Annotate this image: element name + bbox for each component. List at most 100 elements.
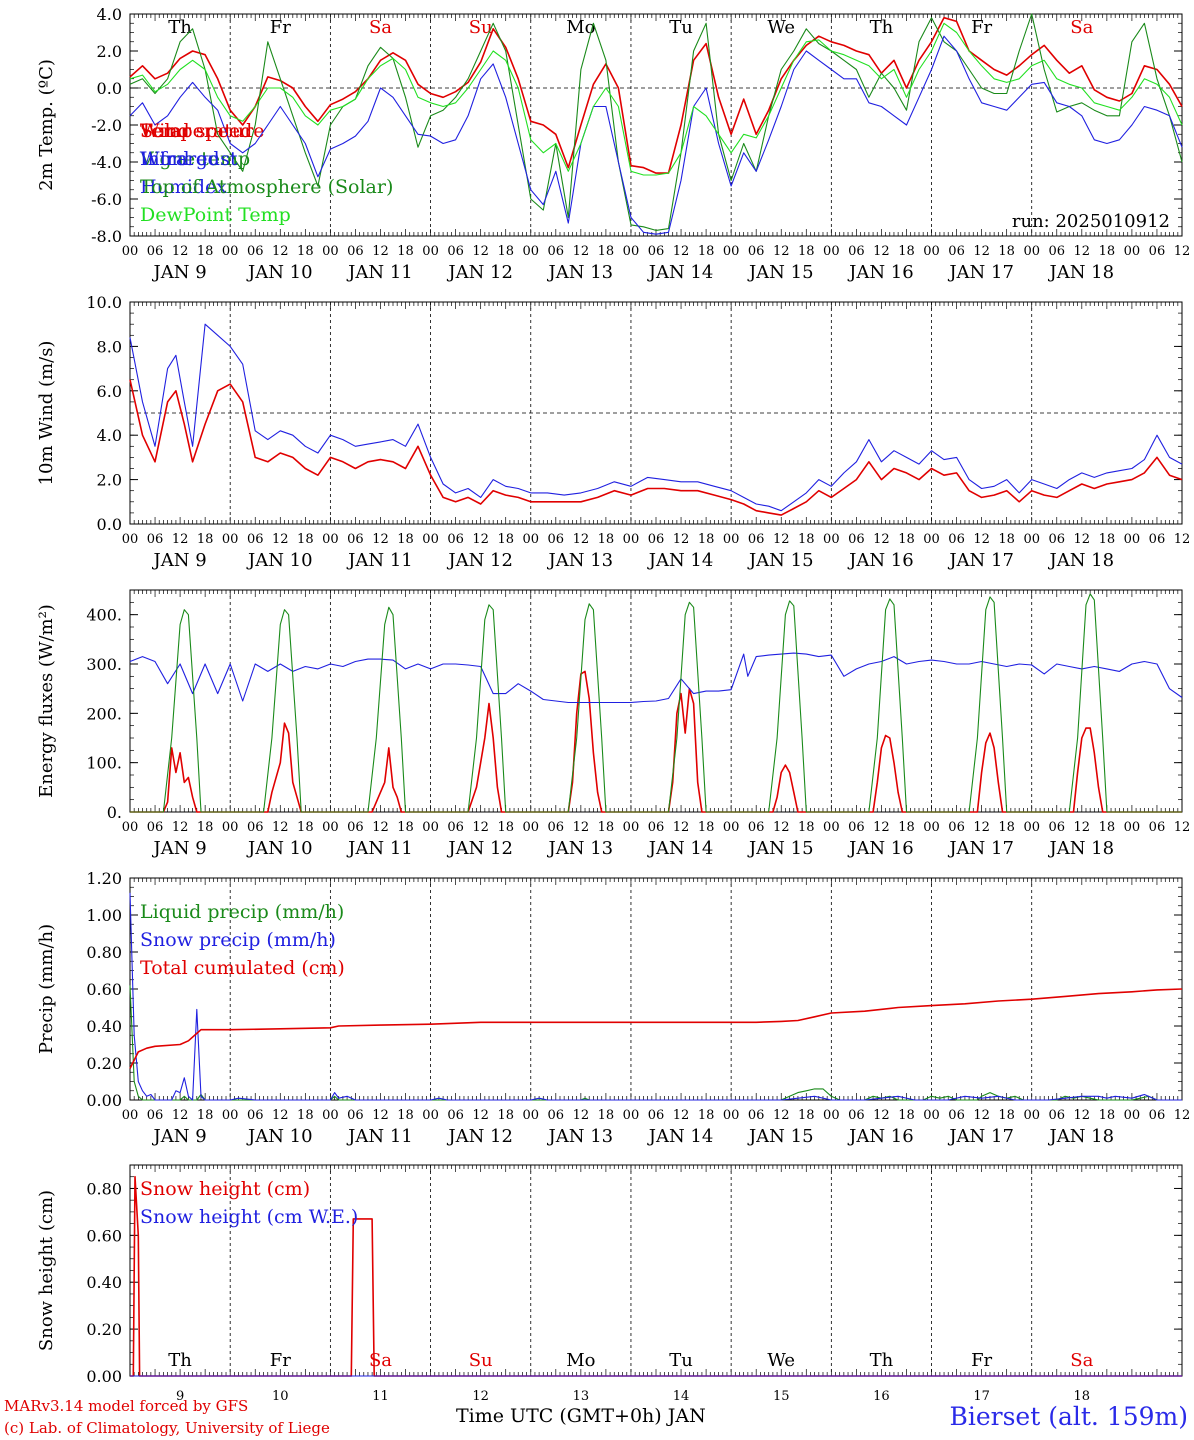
legend-entry: Wind speed bbox=[140, 120, 252, 142]
hour-label: 18 bbox=[898, 820, 915, 835]
date-label: JAN 9 bbox=[152, 550, 207, 571]
date-label: JAN 12 bbox=[446, 1126, 513, 1147]
hour-label: 00 bbox=[1023, 820, 1040, 835]
hour-label: 12 bbox=[172, 532, 189, 547]
hour-label: 06 bbox=[1149, 1108, 1166, 1123]
hour-label: 18 bbox=[397, 1108, 414, 1123]
hour-label: 06 bbox=[748, 244, 765, 259]
date-label: JAN 14 bbox=[647, 262, 714, 283]
panel-snow: 0.00 0.20 0.40 0.60 0.80 Snow height (cm) Th 9 F… bbox=[36, 1164, 1183, 1404]
hour-label: 18 bbox=[497, 1108, 514, 1123]
date-label: JAN 13 bbox=[547, 1126, 614, 1147]
y-tick-label: 400. bbox=[86, 606, 122, 625]
hour-label: 00 bbox=[422, 1108, 439, 1123]
hour-label: 12 bbox=[172, 820, 189, 835]
hour-label: 06 bbox=[147, 532, 164, 547]
y-tick-label: 0.60 bbox=[86, 980, 122, 999]
hour-label: 06 bbox=[748, 1108, 765, 1123]
weekday-label: Sa bbox=[1070, 1350, 1093, 1371]
hour-label: 00 bbox=[1124, 244, 1141, 259]
y-tick-label: 6.0 bbox=[97, 382, 122, 401]
day-number-label: 16 bbox=[873, 1389, 890, 1404]
hour-label: 00 bbox=[823, 244, 840, 259]
hour-label: 12 bbox=[472, 244, 489, 259]
hour-label: 00 bbox=[222, 1108, 239, 1123]
series-snow-precip-mm-h bbox=[129, 892, 1182, 1101]
hour-label: 06 bbox=[1048, 1108, 1065, 1123]
weekday-label: Th bbox=[168, 17, 192, 38]
y-tick-label: 8.0 bbox=[97, 337, 122, 356]
weekday-label: Fr bbox=[971, 17, 992, 38]
date-label: JAN 17 bbox=[947, 262, 1014, 283]
hour-label: 18 bbox=[598, 532, 615, 547]
series-wind-speed bbox=[129, 379, 1183, 516]
hour-label: 12 bbox=[372, 1108, 389, 1123]
hour-label: 18 bbox=[798, 532, 815, 547]
hour-label: 12 bbox=[573, 1108, 590, 1123]
date-label: JAN 18 bbox=[1048, 1126, 1115, 1147]
hour-label: 12 bbox=[773, 532, 790, 547]
series-liquid-precip-mm-h bbox=[129, 985, 1182, 1101]
hour-label: 00 bbox=[1124, 532, 1141, 547]
series-humidex bbox=[129, 35, 1183, 235]
weekday-label: Fr bbox=[270, 1350, 291, 1371]
hour-label: 00 bbox=[1023, 244, 1040, 259]
hour-label: 18 bbox=[297, 532, 314, 547]
date-label: JAN 17 bbox=[947, 1126, 1014, 1147]
weekday-label: Sa bbox=[369, 1350, 392, 1371]
date-label: JAN 15 bbox=[747, 1126, 814, 1147]
day-number-label: 12 bbox=[472, 1389, 489, 1404]
hour-label: 18 bbox=[1099, 1108, 1116, 1123]
date-label: JAN 15 bbox=[747, 550, 814, 571]
date-label: JAN 14 bbox=[647, 550, 714, 571]
panel-wind: 0.0 2.0 4.0 6.0 8.0 10.0 10m Wind (m/s) 00 06 12 1… bbox=[36, 120, 1190, 571]
y-axis-title: Energy fluxes (W/m²) bbox=[36, 604, 57, 798]
hour-label: 12 bbox=[773, 244, 790, 259]
day-number-label: 10 bbox=[272, 1389, 289, 1404]
y-tick-label: 4.0 bbox=[97, 426, 122, 445]
date-label: JAN 14 bbox=[647, 1126, 714, 1147]
legend-entry: Snow precip (mm/h) bbox=[140, 929, 336, 951]
y-tick-label: 0.60 bbox=[86, 1226, 122, 1245]
hour-label: 00 bbox=[1023, 1108, 1040, 1123]
hour-label: 12 bbox=[1074, 244, 1091, 259]
hour-label: 06 bbox=[447, 244, 464, 259]
hour-label: 06 bbox=[948, 1108, 965, 1123]
date-label: JAN 16 bbox=[847, 550, 914, 571]
hour-label: 18 bbox=[397, 820, 414, 835]
date-label: JAN 11 bbox=[346, 1126, 413, 1147]
date-label: JAN 16 bbox=[847, 262, 914, 283]
hour-label: 18 bbox=[297, 820, 314, 835]
hour-label: 06 bbox=[447, 820, 464, 835]
y-tick-label: 300. bbox=[86, 655, 122, 674]
hour-label: 00 bbox=[1124, 1108, 1141, 1123]
date-label: JAN 9 bbox=[152, 838, 207, 859]
hour-label: 18 bbox=[898, 244, 915, 259]
legend-entry: Top of Atmosphere (Solar) bbox=[140, 176, 393, 198]
y-axis-title: 10m Wind (m/s) bbox=[36, 341, 57, 486]
date-label: JAN 12 bbox=[446, 262, 513, 283]
weekday-label: Sa bbox=[1070, 17, 1093, 38]
y-tick-label: 0.80 bbox=[86, 943, 122, 962]
legend-entry: Infrared bbox=[140, 148, 220, 170]
x-axis-title: Time UTC (GMT+0h) JAN bbox=[456, 1405, 706, 1427]
hour-label: 06 bbox=[948, 820, 965, 835]
legend-entry: Vigne temp bbox=[139, 148, 250, 170]
panel-temp: -8.0 -6.0 -4.0 -2.0 0.0 2.0 4.0 2m Temp. (ºC) 00… bbox=[36, 5, 1190, 283]
hour-label: 00 bbox=[923, 532, 940, 547]
hour-label: 00 bbox=[422, 820, 439, 835]
hour-label: 12 bbox=[272, 244, 289, 259]
hour-label: 18 bbox=[1099, 244, 1116, 259]
hour-label: 12 bbox=[472, 1108, 489, 1123]
legend-entry: Snow height (cm) bbox=[140, 1178, 310, 1200]
day-number-label: 17 bbox=[973, 1389, 990, 1404]
lab-credit: (c) Lab. of Climatology, University of L… bbox=[4, 1419, 330, 1437]
hour-label: 00 bbox=[923, 820, 940, 835]
hour-label: 12 bbox=[573, 820, 590, 835]
weekday-label: Th bbox=[870, 17, 894, 38]
hour-label: 00 bbox=[923, 244, 940, 259]
hour-label: 18 bbox=[598, 244, 615, 259]
hour-label: 12 bbox=[873, 244, 890, 259]
y-tick-label: -2.0 bbox=[91, 116, 122, 135]
